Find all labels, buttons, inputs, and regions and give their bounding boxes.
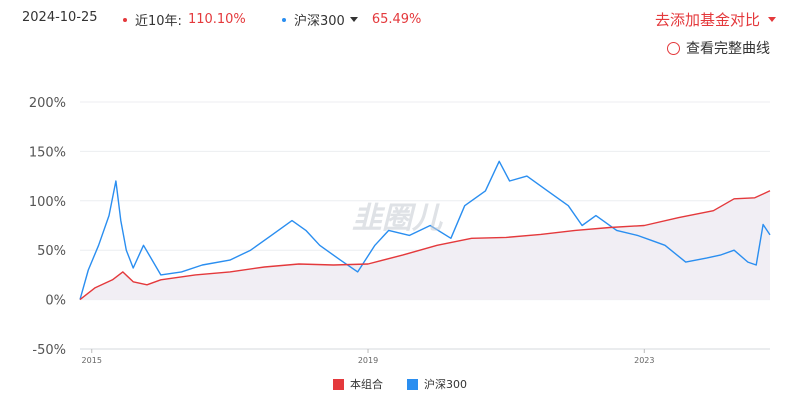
view-full-curve-label[interactable]: 查看完整曲线 [686,41,770,57]
y-axis-ticks: -50% 0% 50% 100% 150% 200% [29,96,66,358]
view-full-curve-toggle[interactable]: 查看完整曲线 [667,38,770,58]
legend-item-portfolio[interactable]: 本组合 [333,376,383,392]
x-tick-label: 2023 [634,356,654,365]
radio-circle-icon[interactable] [667,41,680,55]
portfolio-series-line [79,190,771,301]
portfolio-return-value: 110.10% [187,12,246,27]
x-axis-ticks: 2015 2019 2023 [82,349,654,365]
y-tick-label: -50% [32,343,66,358]
chart-header: 2024-10-25 近10年: 110.10% 沪深300 65.49% [22,10,800,38]
legend-index-label[interactable]: 沪深300 [424,378,467,391]
portfolio-swatch-icon [333,378,344,390]
legend-portfolio: 近10年: 110.10% [123,10,246,29]
index-name-label[interactable]: 沪深300 [294,14,345,29]
portfolio-area-fill [80,190,770,300]
chevron-down-icon[interactable] [768,17,776,22]
legend-index[interactable]: 沪深300 65.49% [282,10,421,29]
legend-item-index[interactable]: 沪深300 [407,376,467,392]
y-tick-label: 150% [29,145,66,160]
x-tick-label: 2019 [358,356,378,365]
index-return-value: 65.49% [371,12,422,27]
y-tick-label: 50% [37,244,66,259]
chart-area-fill [80,190,770,300]
y-tick-label: 100% [29,195,66,210]
chevron-down-icon[interactable] [349,17,358,22]
x-tick-label: 2015 [82,356,102,365]
index-dot-icon [282,17,286,22]
legend-portfolio-label[interactable]: 本组合 [350,378,383,391]
portfolio-dot-icon [123,17,127,22]
bottom-legend: 本组合 沪深300 [0,376,800,392]
portfolio-period-label: 近10年: [135,14,182,29]
date-label: 2024-10-25 [22,10,98,25]
watermark-logo: 韭圈儿 [352,201,443,236]
y-tick-label: 200% [29,96,66,111]
index-swatch-icon [407,378,418,390]
chart-lines [79,160,771,301]
y-tick-label: 0% [45,294,66,309]
index-series-line [79,160,771,300]
add-fund-compare-label[interactable]: 去添加基金对比 [654,11,760,29]
add-fund-compare-button[interactable]: 去添加基金对比 [655,9,776,30]
